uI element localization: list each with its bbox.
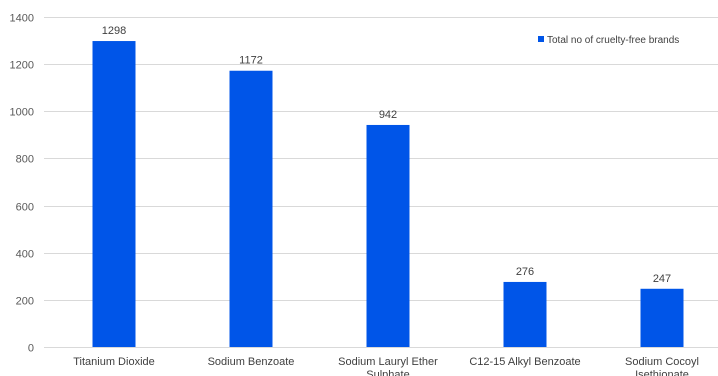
- legend-swatch: [538, 36, 544, 42]
- x-category-label: Sodium Lauryl Ether Sulphate: [338, 356, 438, 376]
- data-label: 1172: [239, 55, 263, 67]
- x-category-label: Sodium Benzoate: [208, 356, 295, 368]
- y-tick-label: 1400: [10, 13, 34, 25]
- x-category-label-line: Isethionate: [635, 369, 689, 376]
- data-label: 942: [379, 109, 397, 121]
- x-category-label-line: Sulphate: [366, 369, 409, 376]
- x-category-label-line: Sodium Lauryl Ether: [338, 356, 438, 368]
- y-tick-label: 800: [16, 154, 34, 166]
- x-axis-categories: Titanium Dioxide Sodium Benzoate Sodium La…: [73, 356, 699, 376]
- y-tick-label: 0: [28, 343, 34, 355]
- bar: [640, 288, 684, 347]
- x-category-label: C12-15 Alkyl Benzoate: [469, 356, 580, 368]
- y-tick-label: 600: [16, 202, 34, 214]
- y-tick-label: 400: [16, 249, 34, 261]
- data-label: 1298: [102, 25, 126, 37]
- x-category-label: Sodium Cocoyl Isethionate: [625, 356, 699, 376]
- bar: [366, 124, 410, 347]
- legend: Total no of cruelty-free brands: [538, 35, 679, 46]
- bar: [229, 70, 273, 347]
- y-tick-label: 200: [16, 296, 34, 308]
- data-label: 276: [516, 266, 534, 278]
- x-category-label: Titanium Dioxide: [73, 356, 155, 368]
- x-category-label-line: Sodium Cocoyl: [625, 356, 699, 368]
- bar: [92, 41, 136, 348]
- bar: [503, 281, 547, 347]
- y-tick-label: 1200: [10, 60, 34, 72]
- legend-label: Total no of cruelty-free brands: [547, 35, 679, 46]
- data-labels: 1298 1172 942 276 247: [102, 25, 671, 285]
- bars: [92, 41, 684, 348]
- y-tick-label: 1000: [10, 107, 34, 119]
- y-axis-ticks: 0 200 400 600 800 1000 1200 1400: [10, 13, 34, 355]
- data-label: 247: [653, 273, 671, 285]
